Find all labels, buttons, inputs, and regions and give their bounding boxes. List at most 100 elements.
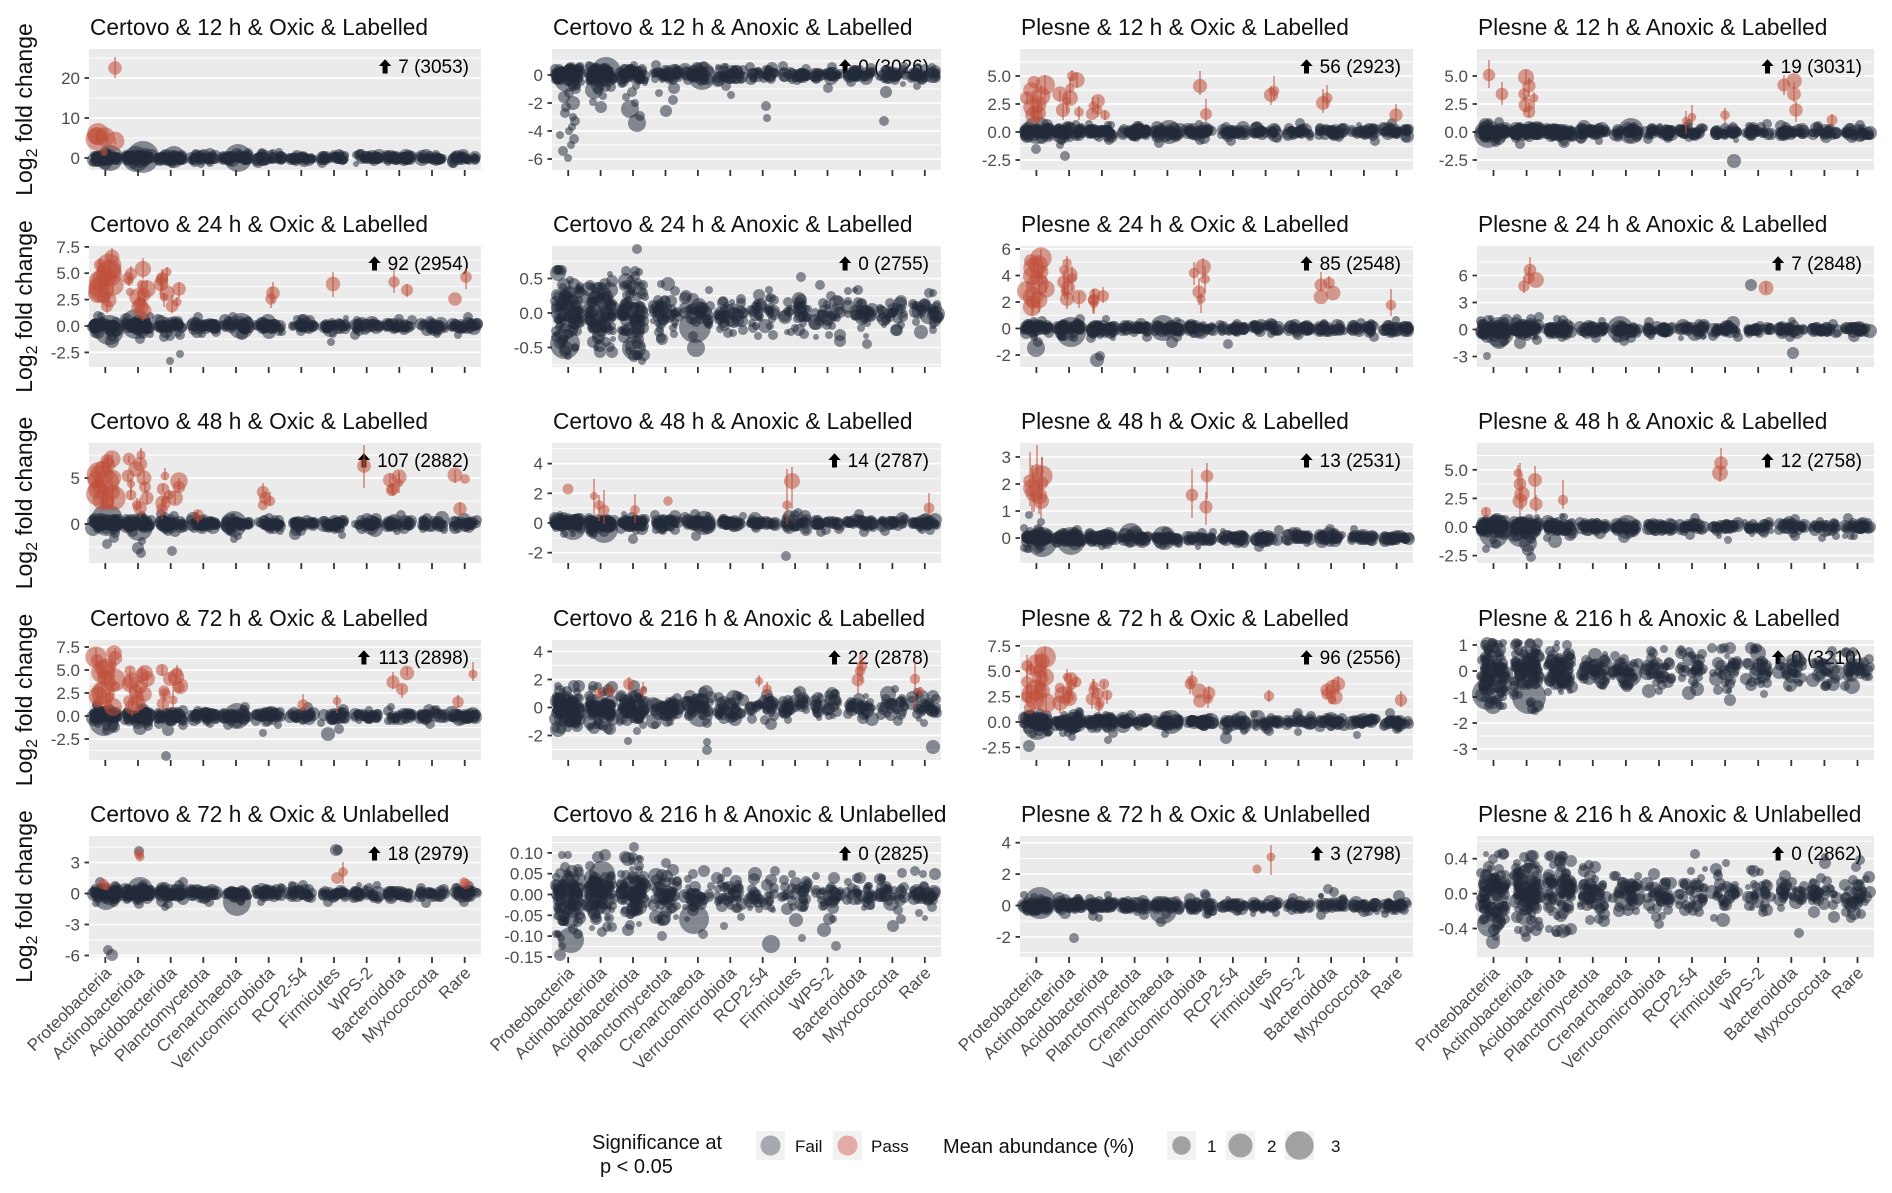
svg-text:0.00: 0.00 (510, 886, 543, 905)
svg-text:Plesne & 12 h & Anoxic & Label: Plesne & 12 h & Anoxic & Labelled (1478, 14, 1827, 40)
svg-text:3 (2798): 3 (2798) (1330, 844, 1401, 865)
svg-text:-0.10: -0.10 (504, 927, 543, 946)
svg-text:85 (2548): 85 (2548) (1320, 254, 1401, 275)
svg-text:-2.5: -2.5 (1439, 151, 1468, 170)
svg-text:5.0: 5.0 (987, 662, 1011, 681)
svg-text:0.05: 0.05 (510, 865, 543, 884)
svg-text:-1: -1 (1453, 688, 1468, 707)
svg-text:-2.5: -2.5 (982, 738, 1011, 757)
svg-text:113 (2898): 113 (2898) (379, 648, 470, 669)
svg-text:2.5: 2.5 (1444, 95, 1468, 114)
svg-text:Certovo & 48 h & Oxic & Labell: Certovo & 48 h & Oxic & Labelled (90, 408, 428, 434)
svg-text:-2.5: -2.5 (51, 343, 80, 362)
svg-text:-0.5: -0.5 (514, 339, 543, 358)
svg-text:0: 0 (534, 699, 543, 718)
svg-text:Plesne & 72 h & Oxic & Unlabel: Plesne & 72 h & Oxic & Unlabelled (1021, 801, 1370, 827)
svg-text:14 (2787): 14 (2787) (848, 451, 929, 472)
svg-text:7.5: 7.5 (56, 638, 80, 657)
svg-text:Plesne & 48 h & Anoxic & Label: Plesne & 48 h & Anoxic & Labelled (1478, 408, 1827, 434)
svg-text:Certovo & 72 h & Oxic & Labell: Certovo & 72 h & Oxic & Labelled (90, 605, 428, 631)
svg-text:7.5: 7.5 (987, 637, 1011, 656)
svg-text:0: 0 (1459, 321, 1468, 340)
svg-text:5.0: 5.0 (1444, 67, 1468, 86)
svg-text:0.0: 0.0 (987, 123, 1011, 142)
svg-text:0: 0 (1002, 897, 1011, 916)
svg-text:-2: -2 (528, 94, 543, 113)
svg-text:-0.15: -0.15 (504, 948, 543, 967)
svg-text:19 (3031): 19 (3031) (1781, 57, 1862, 78)
svg-text:-2.5: -2.5 (51, 730, 80, 749)
svg-text:Certovo & 48 h & Anoxic & Labe: Certovo & 48 h & Anoxic & Labelled (553, 408, 912, 434)
svg-text:0.0: 0.0 (519, 304, 543, 323)
svg-text:0: 0 (1002, 320, 1011, 339)
svg-text:7.5: 7.5 (56, 238, 80, 257)
svg-text:7 (3053): 7 (3053) (398, 57, 469, 78)
svg-text:5.0: 5.0 (1444, 461, 1468, 480)
svg-text:2.5: 2.5 (1444, 489, 1468, 508)
svg-text:0.0: 0.0 (1444, 123, 1468, 142)
svg-text:-2.5: -2.5 (982, 151, 1011, 170)
svg-text:0: 0 (71, 149, 80, 168)
svg-text:2: 2 (1002, 475, 1011, 494)
svg-text:0: 0 (534, 514, 543, 533)
svg-text:Certovo & 216 h & Anoxic & Lab: Certovo & 216 h & Anoxic & Labelled (553, 605, 925, 631)
svg-text:Certovo & 12 h & Anoxic & Labe: Certovo & 12 h & Anoxic & Labelled (553, 14, 912, 40)
svg-text:3: 3 (1002, 448, 1011, 467)
svg-text:2: 2 (534, 484, 543, 503)
svg-text:Certovo & 24 h & Anoxic & Labe: Certovo & 24 h & Anoxic & Labelled (553, 211, 912, 237)
svg-text:-3: -3 (65, 916, 80, 935)
svg-text:Plesne & 216 h & Anoxic & Labe: Plesne & 216 h & Anoxic & Labelled (1478, 605, 1840, 631)
svg-text:3: 3 (71, 854, 80, 873)
svg-text:-3: -3 (1453, 348, 1468, 367)
svg-text:Certovo & 216 h & Anoxic & Unl: Certovo & 216 h & Anoxic & Unlabelled (553, 801, 947, 827)
svg-text:5.0: 5.0 (987, 67, 1011, 86)
svg-text:-0.4: -0.4 (1439, 920, 1468, 939)
svg-text:6: 6 (1459, 267, 1468, 286)
svg-text:5.0: 5.0 (56, 264, 80, 283)
svg-text:-0.05: -0.05 (504, 906, 543, 925)
svg-text:Plesne & 216 h & Anoxic & Unla: Plesne & 216 h & Anoxic & Unlabelled (1478, 801, 1861, 827)
svg-text:3: 3 (1459, 294, 1468, 313)
svg-text:-3: -3 (1453, 740, 1468, 759)
svg-text:2: 2 (1002, 293, 1011, 312)
svg-text:Plesne & 24 h & Oxic & Labelle: Plesne & 24 h & Oxic & Labelled (1021, 211, 1349, 237)
svg-text:56 (2923): 56 (2923) (1320, 57, 1401, 78)
svg-text:0.4: 0.4 (1444, 850, 1468, 869)
svg-text:2: 2 (1002, 865, 1011, 884)
svg-text:-2: -2 (528, 544, 543, 563)
svg-text:4: 4 (534, 643, 543, 662)
svg-text:-6: -6 (528, 150, 543, 169)
svg-text:0.10: 0.10 (510, 844, 543, 863)
svg-text:0: 0 (1002, 529, 1011, 548)
svg-text:-2: -2 (1453, 714, 1468, 733)
svg-text:-6: -6 (65, 947, 80, 966)
svg-text:0.5: 0.5 (519, 270, 543, 289)
svg-text:0 (2755): 0 (2755) (858, 254, 929, 275)
svg-text:107 (2882): 107 (2882) (377, 451, 469, 472)
svg-text:0: 0 (71, 515, 80, 534)
svg-text:1: 1 (1002, 502, 1011, 521)
svg-text:92 (2954): 92 (2954) (388, 254, 469, 275)
svg-text:0.0: 0.0 (56, 317, 80, 336)
svg-text:0.0: 0.0 (56, 707, 80, 726)
svg-text:4: 4 (534, 455, 543, 474)
svg-text:Certovo & 72 h & Oxic & Unlabe: Certovo & 72 h & Oxic & Unlabelled (90, 801, 449, 827)
svg-text:Certovo & 24 h & Oxic & Labell: Certovo & 24 h & Oxic & Labelled (90, 211, 428, 237)
svg-text:96 (2556): 96 (2556) (1320, 648, 1401, 669)
svg-text:18 (2979): 18 (2979) (388, 844, 469, 865)
svg-text:0: 0 (1459, 662, 1468, 681)
svg-text:13 (2531): 13 (2531) (1320, 451, 1401, 472)
svg-text:7 (2848): 7 (2848) (1791, 254, 1862, 275)
svg-text:2.5: 2.5 (56, 684, 80, 703)
svg-text:10: 10 (61, 109, 80, 128)
svg-text:4: 4 (1002, 267, 1011, 286)
svg-text:0.0: 0.0 (987, 713, 1011, 732)
svg-text:2: 2 (534, 671, 543, 690)
svg-text:Plesne & 12 h & Oxic & Labelle: Plesne & 12 h & Oxic & Labelled (1021, 14, 1349, 40)
svg-text:0: 0 (71, 885, 80, 904)
svg-text:6: 6 (1002, 240, 1011, 259)
svg-text:2.5: 2.5 (987, 95, 1011, 114)
svg-text:1: 1 (1459, 636, 1468, 655)
svg-text:0: 0 (534, 66, 543, 85)
svg-text:20: 20 (61, 69, 80, 88)
